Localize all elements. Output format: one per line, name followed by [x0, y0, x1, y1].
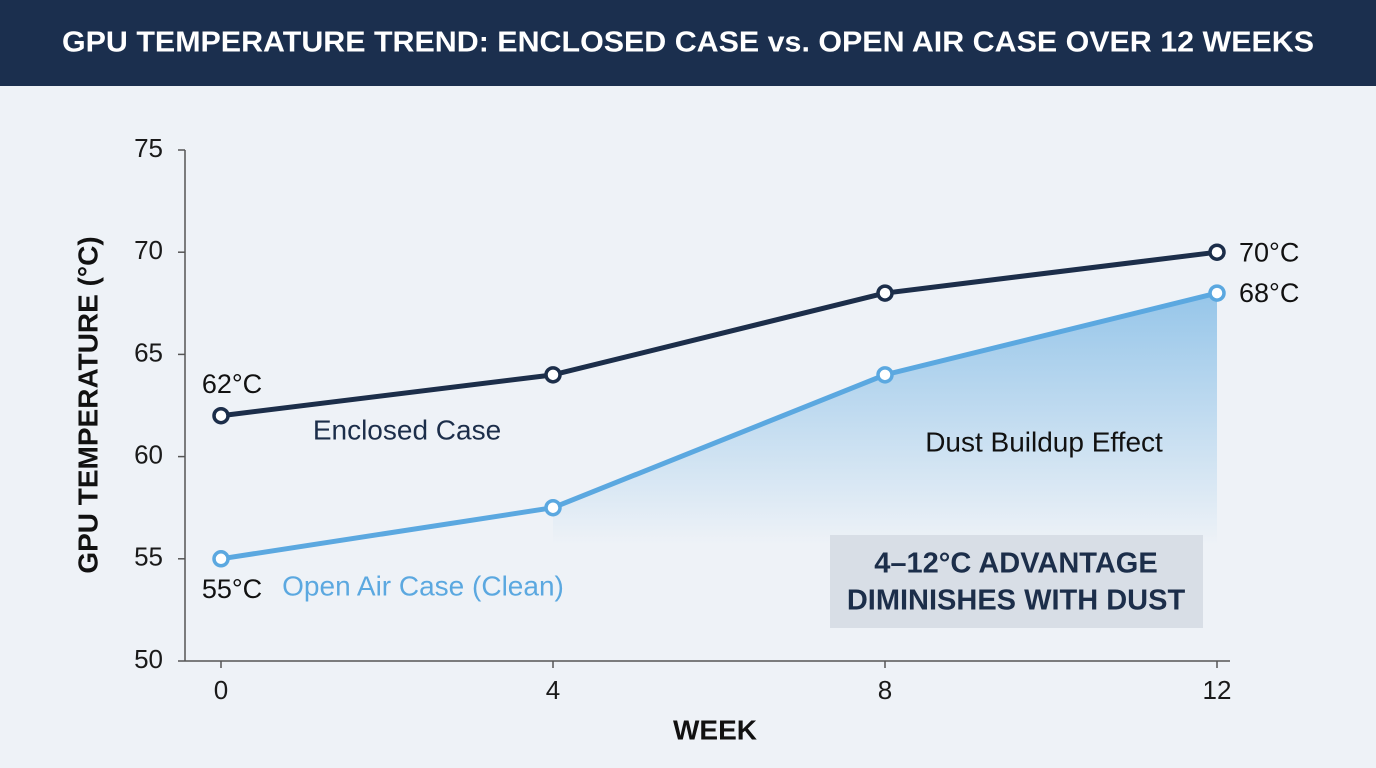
- x-axis-title: WEEK: [673, 714, 757, 745]
- series-line: [220, 249, 1218, 419]
- dust-area: [553, 293, 1217, 545]
- y-tick-label: 50: [134, 644, 163, 674]
- x-tick-label: 0: [214, 675, 228, 705]
- series-marker: [1208, 284, 1226, 302]
- series-marker: [544, 498, 562, 517]
- series-marker: [876, 284, 894, 302]
- annotation-box-line: 4–12°C ADVANTAGE: [874, 548, 1157, 580]
- value-label: 62°C: [202, 369, 262, 399]
- series-marker: [212, 406, 230, 425]
- series-marker: [1208, 243, 1226, 261]
- y-axis-title: GPU TEMPERATURE (°C): [72, 236, 103, 573]
- series-label: Open Air Case (Clean): [282, 570, 564, 601]
- y-tick-label: 70: [134, 235, 163, 265]
- y-tick-label: 60: [134, 439, 163, 469]
- y-tick-label: 65: [134, 337, 163, 367]
- x-tick-label: 4: [546, 675, 560, 705]
- value-label: 55°C: [202, 574, 262, 604]
- annotation-box: [830, 535, 1203, 628]
- annotation: Dust Buildup Effect: [925, 426, 1163, 457]
- series-line: [220, 290, 1218, 562]
- series-label: Enclosed Case: [313, 414, 501, 445]
- title-bar: [0, 0, 1376, 86]
- x-tick-label: 8: [878, 675, 892, 705]
- value-label: 70°C: [1239, 237, 1299, 267]
- series-marker: [876, 366, 894, 384]
- x-tick-label: 12: [1203, 675, 1232, 705]
- value-label: 68°C: [1239, 278, 1299, 308]
- series-marker: [212, 550, 230, 568]
- y-tick-label: 55: [134, 542, 163, 572]
- series-marker: [544, 366, 562, 384]
- annotation-box-line: DIMINISHES WITH DUST: [847, 585, 1186, 617]
- chart-title: GPU TEMPERATURE TREND: ENCLOSED CASE vs.…: [62, 27, 1314, 59]
- y-tick-label: 75: [134, 133, 163, 163]
